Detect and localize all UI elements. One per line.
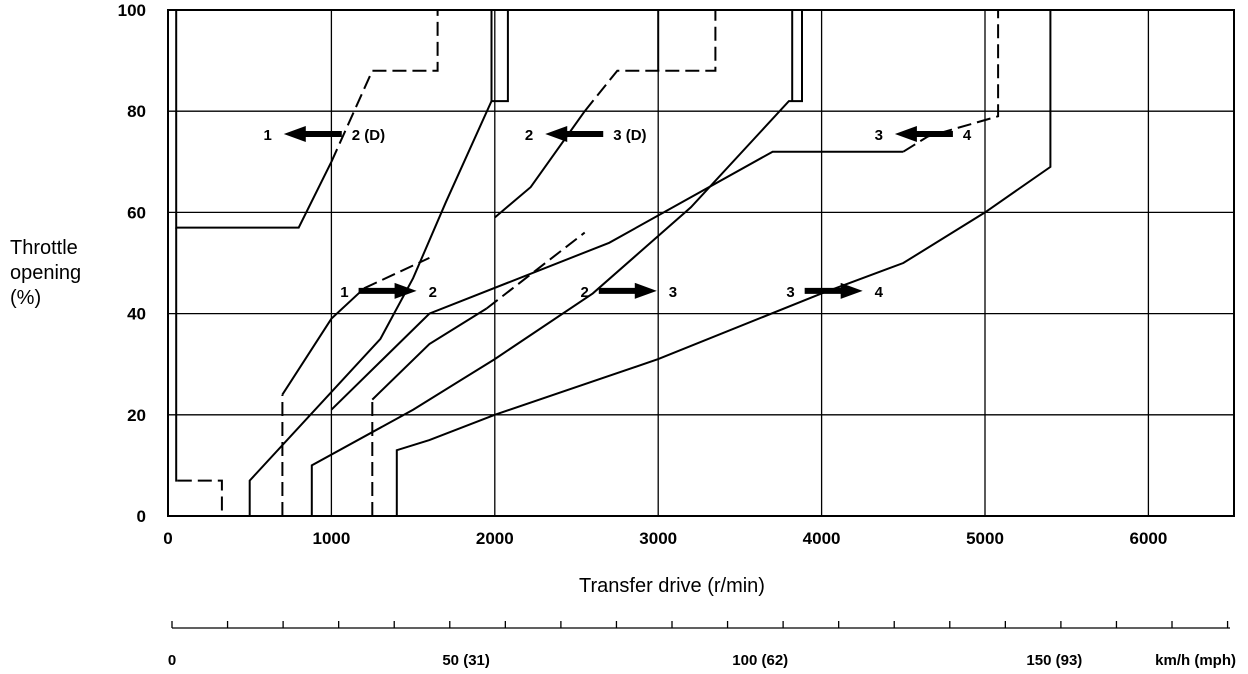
from-gear-label: 3 (786, 284, 794, 301)
upshift-arrow-icon (804, 282, 863, 299)
shift-annotation: 1 2 (D) (263, 125, 385, 144)
shift-lines (175, 10, 1052, 516)
to-gear-label: 4 (963, 127, 972, 144)
y-tick-label: 80 (127, 102, 146, 121)
downshift-arrow-icon (283, 125, 342, 142)
tick-labels: 0 1000 2000 3000 4000 5000 6000 0 20 40 60 80 100 (118, 1, 1168, 548)
from-gear-label: 3 (875, 127, 883, 144)
x-tick-label: 3000 (639, 529, 677, 548)
solid-shift-line (248, 10, 509, 516)
solid-shift-line (494, 110, 586, 219)
dashed-shift-line (363, 256, 430, 290)
to-gear-label: 2 (D) (352, 127, 385, 144)
speed-axis: 0 50 (31) 100 (62) 150 (93) km/h (mph) (168, 621, 1236, 669)
upshift-arrow-icon (598, 282, 657, 299)
to-gear-label: 3 (669, 284, 677, 301)
dashed-shift-line (177, 479, 223, 516)
plot-frame (167, 9, 1235, 517)
shift-annotation: 2 3 (D) (525, 125, 647, 144)
y-tick-label: 0 (137, 507, 146, 526)
solid-shift-line (310, 10, 803, 516)
y-tick-label: 40 (127, 305, 146, 324)
solid-shift-line (281, 287, 365, 396)
x-tick-label: 4000 (803, 529, 841, 548)
x-tick-label: 2000 (476, 529, 514, 548)
x-tick-label: 1000 (312, 529, 350, 548)
to-gear-label: 3 (D) (613, 127, 646, 144)
solid-shift-line (371, 307, 488, 401)
from-gear-label: 2 (525, 127, 533, 144)
from-gear-label: 1 (340, 284, 348, 301)
y-axis-label-line: Throttle (10, 237, 78, 259)
solid-shift-line (395, 10, 1052, 516)
from-gear-label: 1 (263, 127, 271, 144)
x-axis-label: Transfer drive (r/min) (579, 575, 765, 597)
to-gear-label: 2 (429, 284, 437, 301)
dashed-shift-line (583, 10, 717, 112)
y-axis-label: Throttle opening (%) (10, 237, 81, 309)
downshift-arrow-icon (894, 125, 953, 142)
upshift-arrow-icon (358, 282, 417, 299)
dashed-shift-line (485, 231, 586, 310)
y-axis-label-line: (%) (10, 287, 41, 309)
speed-tick-label: 150 (93) (1026, 652, 1082, 669)
dashed-shift-line (902, 10, 1000, 153)
grid (167, 9, 1235, 517)
downshift-arrow-icon (545, 125, 604, 142)
solid-shift-line (175, 227, 178, 482)
from-gear-label: 2 (580, 284, 588, 301)
x-tick-label: 0 (163, 529, 172, 548)
dashed-shift-line (330, 10, 439, 163)
x-tick-label: 6000 (1129, 529, 1167, 548)
speed-tick-label: 0 (168, 652, 176, 669)
solid-shift-line (175, 10, 333, 229)
speed-tick-label: 100 (62) (732, 652, 788, 669)
y-tick-label: 100 (118, 1, 146, 20)
to-gear-label: 4 (875, 284, 884, 301)
y-tick-label: 20 (127, 406, 146, 425)
speed-unit-label: km/h (mph) (1155, 652, 1236, 669)
speed-tick-label: 50 (31) (442, 652, 490, 669)
y-axis-label-line: opening (10, 262, 81, 284)
y-tick-label: 60 (127, 203, 146, 222)
solid-shift-line (330, 150, 904, 411)
x-tick-label: 5000 (966, 529, 1004, 548)
